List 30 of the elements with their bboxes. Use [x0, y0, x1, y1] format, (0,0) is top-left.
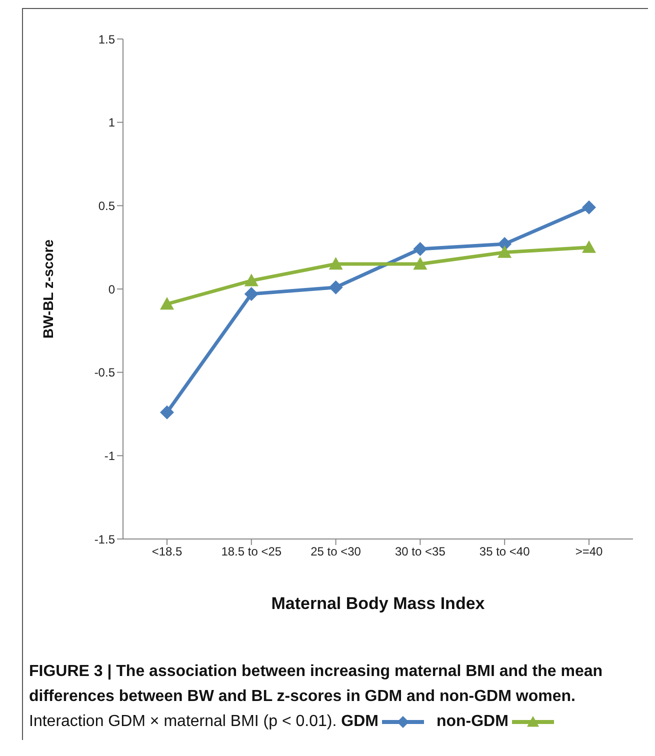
- point: [582, 200, 596, 214]
- y-tick-label: -1.5: [94, 532, 116, 546]
- y-tick-label: 0.5: [98, 198, 116, 213]
- legend-label: GDM: [341, 713, 380, 730]
- point: [160, 297, 174, 310]
- point: [244, 274, 258, 286]
- y-tick-label: 0: [108, 282, 116, 296]
- point: [413, 242, 428, 256]
- y-tick-label: -0.5: [94, 366, 116, 380]
- x-tick-label: >=40: [575, 544, 603, 559]
- point: [160, 405, 174, 420]
- x-tick-label: 30 to <35: [395, 544, 446, 559]
- text: FIGURE 3 | The association between increasing maternal BMI and the mean differences between BW and BL z-scores in GDM and non-GDM women.: [29, 663, 603, 705]
- point: [498, 245, 512, 258]
- x-tick-label: 25 to <30: [310, 544, 362, 559]
- point: [328, 257, 343, 270]
- y-axis-title: BW-BL z-score: [40, 239, 56, 339]
- legend-label: non-GDM: [436, 713, 510, 730]
- x-tick-label: <18.5: [152, 544, 182, 559]
- x-axis-title: Maternal Body Mass Index: [271, 594, 486, 613]
- y-tick-label: -1: [104, 448, 116, 463]
- y-tick-label: 1.5: [98, 32, 116, 46]
- point: [328, 280, 343, 294]
- y-tick-label: 1: [108, 116, 116, 130]
- text: Interaction GDM × maternal BMI (p < 0.01).: [29, 713, 338, 730]
- point: [244, 287, 258, 301]
- x-tick-label: 18.5 to <25: [221, 544, 282, 559]
- point: [413, 257, 428, 270]
- x-tick-label: 35 to <40: [479, 544, 530, 559]
- point: [582, 240, 596, 253]
